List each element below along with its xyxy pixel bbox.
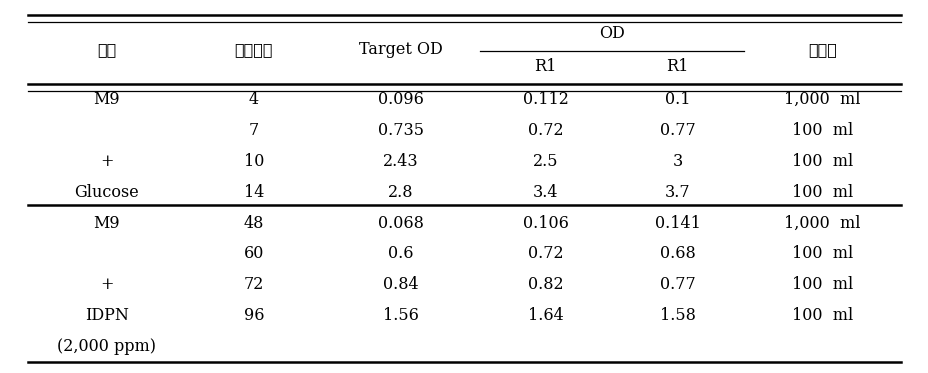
Text: 1.58: 1.58 (659, 307, 695, 324)
Text: 0.141: 0.141 (654, 214, 700, 232)
Text: 0.77: 0.77 (659, 122, 695, 139)
Text: 60: 60 (243, 245, 264, 262)
Text: 100  ml: 100 ml (791, 276, 852, 293)
Text: 100  ml: 100 ml (791, 153, 852, 170)
Text: 2.43: 2.43 (383, 153, 419, 170)
Text: 0.72: 0.72 (527, 122, 563, 139)
Text: 0.82: 0.82 (527, 276, 563, 293)
Text: M9: M9 (93, 214, 120, 232)
Text: 100  ml: 100 ml (791, 245, 852, 262)
Text: Target OD: Target OD (359, 41, 443, 58)
Text: 100  ml: 100 ml (791, 122, 852, 139)
Text: Glucose: Glucose (74, 184, 139, 201)
Text: 0.77: 0.77 (659, 276, 695, 293)
Text: 10: 10 (243, 153, 264, 170)
Text: 시료: 시료 (97, 41, 116, 58)
Text: 0.112: 0.112 (522, 91, 568, 108)
Text: 72: 72 (243, 276, 264, 293)
Text: 0.68: 0.68 (659, 245, 695, 262)
Text: 0.6: 0.6 (388, 245, 413, 262)
Text: 14: 14 (243, 184, 264, 201)
Text: 0.106: 0.106 (522, 214, 568, 232)
Text: 0.72: 0.72 (527, 245, 563, 262)
Text: 4: 4 (249, 91, 259, 108)
Text: 0.84: 0.84 (383, 276, 419, 293)
Text: 3.7: 3.7 (664, 184, 690, 201)
Text: 1,000  ml: 1,000 ml (783, 91, 859, 108)
Text: 0.735: 0.735 (378, 122, 423, 139)
Text: 3.4: 3.4 (533, 184, 558, 201)
Text: IDPN: IDPN (84, 307, 128, 324)
Text: 성장시간: 성장시간 (234, 41, 273, 58)
Text: 0.1: 0.1 (664, 91, 690, 108)
Text: 2.5: 2.5 (533, 153, 558, 170)
Text: 1.56: 1.56 (382, 307, 419, 324)
Text: +: + (99, 153, 113, 170)
Text: 96: 96 (243, 307, 264, 324)
Text: M9: M9 (93, 91, 120, 108)
Text: 1,000  ml: 1,000 ml (783, 214, 859, 232)
Text: 48: 48 (243, 214, 264, 232)
Text: 0.068: 0.068 (378, 214, 423, 232)
Text: 3: 3 (672, 153, 682, 170)
Text: 100  ml: 100 ml (791, 184, 852, 201)
Text: (2,000 ppm): (2,000 ppm) (57, 338, 156, 355)
Text: 2.8: 2.8 (388, 184, 413, 201)
Text: OD: OD (599, 25, 624, 42)
Text: 100  ml: 100 ml (791, 307, 852, 324)
Text: R1: R1 (665, 58, 689, 75)
Text: +: + (99, 276, 113, 293)
Text: 0.096: 0.096 (378, 91, 423, 108)
Text: 1.64: 1.64 (527, 307, 563, 324)
Text: 시료량: 시료량 (807, 41, 836, 58)
Text: R1: R1 (534, 58, 556, 75)
Text: 7: 7 (249, 122, 259, 139)
